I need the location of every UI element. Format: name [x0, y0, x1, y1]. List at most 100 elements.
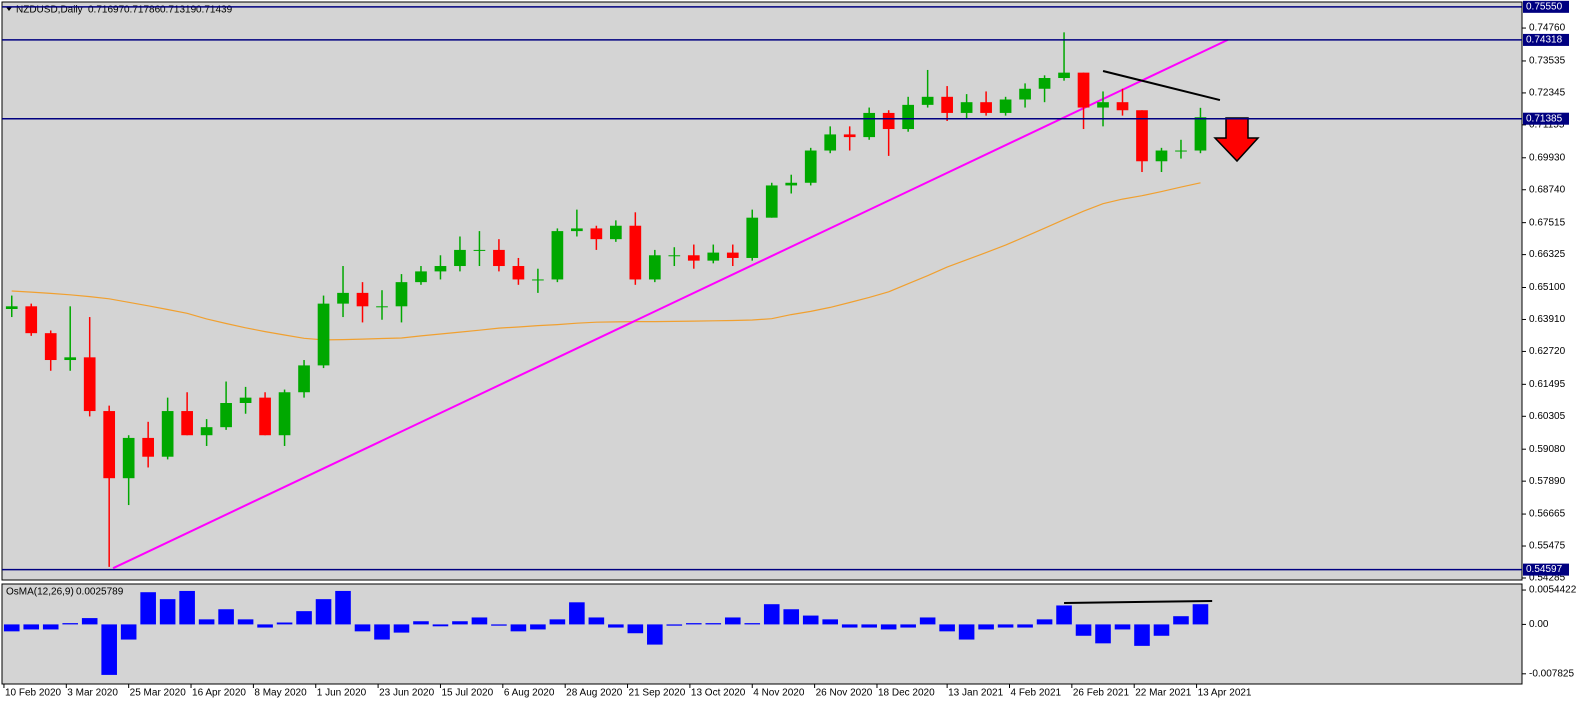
candle-body — [5, 306, 18, 309]
ohlc-low: 0.71319 — [160, 5, 197, 16]
ohlc-high: 0.71786 — [124, 5, 161, 16]
y-tick-label: 0.56665 — [1529, 509, 1566, 520]
candle-body — [941, 96, 953, 113]
osc-bar — [978, 624, 994, 630]
candle-body — [1058, 72, 1070, 79]
y-tick-label: 0.57890 — [1529, 476, 1566, 487]
candle-body — [1136, 110, 1148, 162]
osc-bar — [1017, 624, 1033, 628]
x-tick-label: 10 Feb 2020 — [5, 688, 62, 699]
candle-body — [356, 292, 369, 307]
osc-bar — [237, 619, 254, 625]
x-tick-label: 8 May 2020 — [254, 688, 307, 699]
osc-bar — [159, 599, 176, 625]
candle-body — [726, 252, 739, 258]
candle-body — [278, 392, 291, 436]
osc-bar — [335, 590, 351, 625]
y-tick-label: 0.67515 — [1529, 217, 1566, 228]
osc-tick-label: -0.007825 — [1529, 668, 1574, 679]
y-tick-label: 0.68740 — [1529, 184, 1566, 195]
osc-bar — [997, 624, 1014, 628]
osc-bar — [218, 609, 234, 625]
trend-line — [112, 38, 1229, 570]
osc-bar — [1075, 624, 1092, 636]
candle-body — [902, 104, 914, 130]
candle-body — [1077, 72, 1090, 108]
x-tick-label: 16 Apr 2020 — [192, 688, 246, 699]
candle-body — [610, 225, 622, 240]
osc-bar — [1153, 624, 1170, 636]
candle-body — [843, 134, 856, 138]
candle-body — [259, 397, 271, 436]
candle-body — [44, 333, 57, 361]
candle-body — [83, 357, 96, 412]
osc-bar — [744, 623, 761, 625]
osc-bar — [62, 623, 78, 625]
osc-bar — [257, 624, 273, 628]
x-tick-label: 13 Jan 2021 — [948, 688, 1003, 699]
candle-body — [239, 397, 252, 404]
osc-bar — [315, 599, 332, 625]
trend-line — [1102, 70, 1221, 102]
candle-body — [434, 266, 447, 272]
osc-bar — [1095, 624, 1111, 644]
candle-body — [999, 99, 1012, 113]
moving-average — [11, 182, 1201, 341]
osc-bar — [861, 624, 877, 628]
candle-body — [1097, 102, 1109, 108]
osc-trend-line — [1064, 600, 1213, 604]
y-tick-label: 0.65100 — [1529, 282, 1566, 293]
candle-body — [648, 255, 661, 280]
osc-bar — [783, 609, 800, 625]
osc-bar — [491, 624, 507, 626]
x-tick-label: 26 Feb 2021 — [1073, 688, 1130, 699]
osc-bar — [627, 624, 644, 634]
candle-body — [122, 437, 135, 479]
osc-bar — [686, 623, 702, 625]
osc-bar — [939, 624, 955, 632]
osc-bar — [724, 617, 741, 625]
x-tick-label: 4 Feb 2021 — [1010, 688, 1061, 699]
osc-bar — [120, 624, 137, 640]
candle-body — [415, 271, 427, 283]
osc-bar — [296, 611, 312, 625]
candle-body — [863, 112, 876, 138]
down-arrow — [1213, 117, 1260, 163]
osc-bar — [3, 624, 20, 632]
candle-body — [532, 279, 544, 281]
osc-bar — [647, 624, 663, 645]
osc-bar — [140, 592, 156, 625]
x-tick-label: 25 Mar 2020 — [130, 688, 187, 699]
candle-body — [687, 255, 700, 261]
main-panel — [1, 1, 1523, 581]
candle-body — [376, 306, 388, 308]
level-box — [1523, 112, 1569, 125]
ohlc-open: 0.71697 — [88, 5, 125, 16]
osc-title: OsMA(12,26,9) — [6, 587, 74, 598]
candle-body — [337, 292, 349, 304]
osc-bar — [666, 624, 683, 626]
candle-body — [921, 96, 934, 105]
osc-bar — [549, 619, 566, 625]
y-tick-label: 0.73535 — [1529, 56, 1566, 67]
level-box — [1523, 0, 1569, 13]
osc-bar — [432, 624, 449, 627]
x-tick-label: 3 Mar 2020 — [67, 688, 118, 699]
candle-body — [571, 228, 583, 232]
chart-title: NZDUSD,Daily — [16, 5, 83, 16]
plot-layer — [3, 32, 1229, 675]
candle-body — [668, 255, 681, 257]
candle-body — [161, 411, 174, 457]
candle-body — [980, 102, 992, 113]
osc-bar — [276, 622, 293, 625]
x-tick-label: 21 Sep 2020 — [629, 688, 686, 699]
candle-body — [707, 252, 720, 261]
y-tick-label: 0.63910 — [1529, 314, 1566, 325]
osc-bar — [530, 624, 546, 630]
x-tick-label: 26 Nov 2020 — [816, 688, 873, 699]
osc-bar — [900, 624, 916, 628]
osc-bar — [81, 618, 98, 625]
candle-body — [785, 182, 798, 186]
osc-bar — [705, 623, 722, 625]
